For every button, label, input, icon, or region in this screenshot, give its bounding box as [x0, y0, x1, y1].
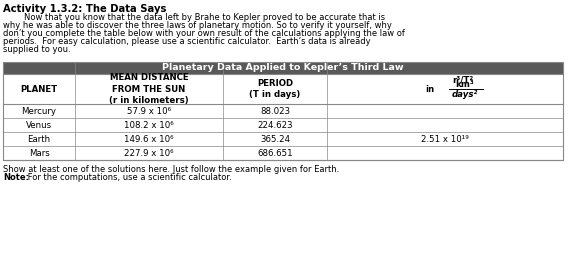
Text: 88.023: 88.023: [260, 106, 290, 116]
Text: Mercury: Mercury: [22, 106, 56, 116]
Text: Show at least one of the solutions here. Just follow the example given for Earth: Show at least one of the solutions here.…: [3, 165, 339, 174]
Bar: [3, 146, 563, 160]
Text: Mars: Mars: [28, 148, 50, 157]
Text: Activity 1.3.2: The Data Says: Activity 1.3.2: The Data Says: [3, 4, 166, 14]
Text: periods.  For easy calculation, please use a scientific calculator.  Earth’s dat: periods. For easy calculation, please us…: [3, 38, 371, 46]
Text: 686.651: 686.651: [257, 148, 293, 157]
Text: don’t you complete the table below with your own result of the calculations appl: don’t you complete the table below with …: [3, 29, 405, 39]
Text: r³/T²: r³/T²: [453, 76, 474, 85]
Text: why he was able to discover the three laws of planetary motion. So to verify it : why he was able to discover the three la…: [3, 22, 392, 31]
Text: days²: days²: [452, 90, 478, 99]
Text: Venus: Venus: [26, 120, 52, 130]
Text: For the computations, use a scientific calculator.: For the computations, use a scientific c…: [25, 173, 232, 182]
Text: 224.623: 224.623: [257, 120, 293, 130]
Text: Now that you know that the data left by Brahe to Kepler proved to be accurate th: Now that you know that the data left by …: [3, 14, 385, 22]
Bar: [3, 132, 563, 146]
Text: 365.24: 365.24: [260, 134, 290, 143]
Text: 108.2 x 10⁶: 108.2 x 10⁶: [124, 120, 174, 130]
Text: 149.6 x 10⁶: 149.6 x 10⁶: [124, 134, 174, 143]
Text: km³: km³: [455, 80, 474, 89]
Bar: [3, 118, 563, 132]
Text: PLANET: PLANET: [21, 85, 58, 93]
Text: 57.9 x 10⁶: 57.9 x 10⁶: [127, 106, 171, 116]
Text: Earth: Earth: [27, 134, 51, 143]
Bar: [3, 62, 563, 74]
Text: 227.9 x 10⁶: 227.9 x 10⁶: [124, 148, 174, 157]
Text: MEAN DISTANCE
FROM THE SUN
(r in kilometers): MEAN DISTANCE FROM THE SUN (r in kilomet…: [109, 73, 189, 105]
Bar: [3, 62, 563, 160]
Bar: [3, 104, 563, 118]
Text: Note:: Note:: [3, 173, 29, 182]
Text: 2.51 x 10¹⁹: 2.51 x 10¹⁹: [421, 134, 469, 143]
Text: supplied to you.: supplied to you.: [3, 46, 71, 55]
Text: PERIOD
(T in days): PERIOD (T in days): [250, 79, 300, 99]
Text: Planetary Data Applied to Kepler’s Third Law: Planetary Data Applied to Kepler’s Third…: [162, 63, 404, 73]
Bar: [3, 74, 563, 104]
Text: in: in: [425, 85, 434, 93]
